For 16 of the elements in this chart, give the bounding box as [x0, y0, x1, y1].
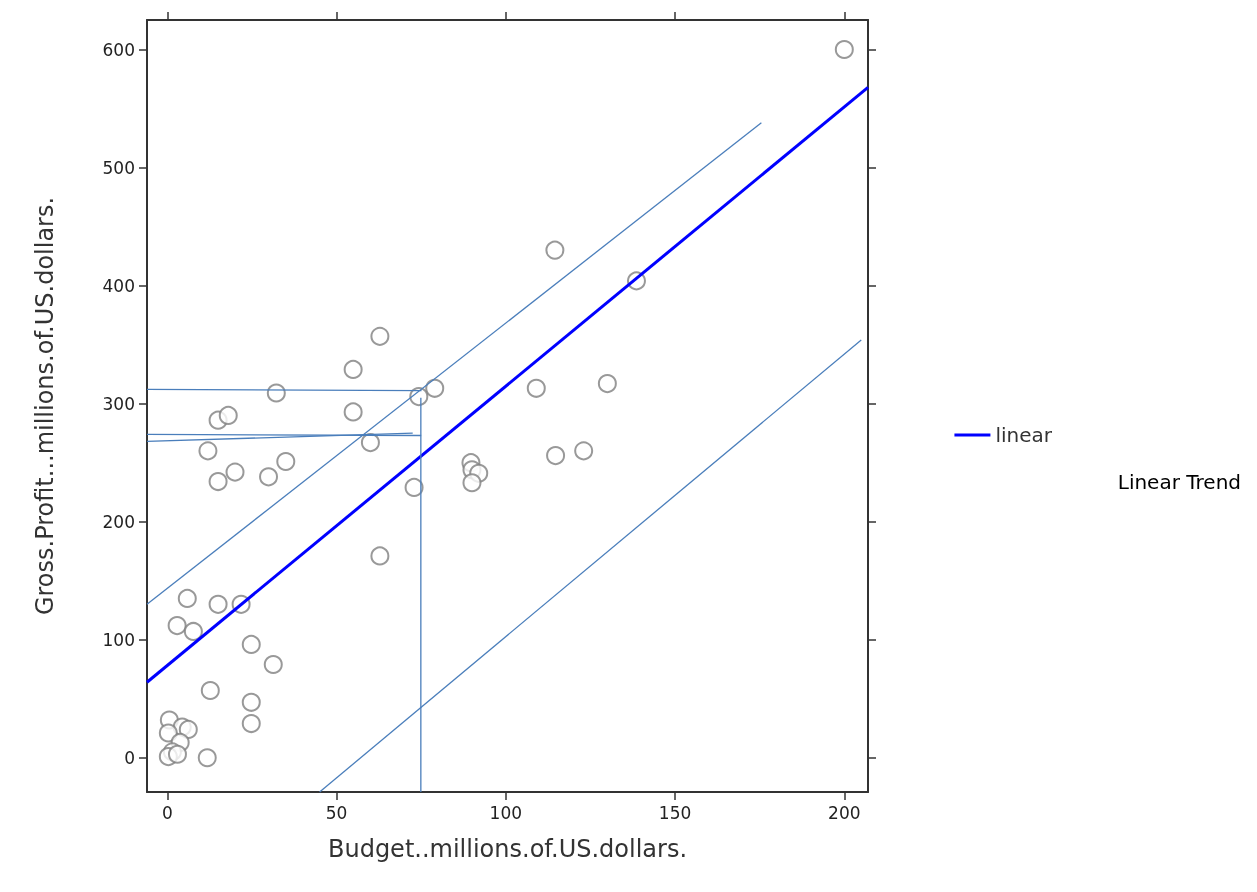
x-tick-label: 50: [325, 802, 348, 823]
y-tick-label: 0: [124, 747, 135, 768]
y-tick-label: 200: [102, 511, 135, 532]
text: Linear Trend: [1117, 470, 1242, 494]
x-tick-label: 200: [828, 802, 861, 823]
x-tick-label: 0: [161, 802, 173, 823]
y-tick-label: 100: [102, 629, 135, 650]
x-tick-label: 100: [489, 802, 523, 823]
y-tick-label: 600: [102, 39, 135, 60]
x-tick-label: 150: [658, 802, 692, 823]
y-tick-label: 300: [102, 393, 135, 414]
x-axis-title: Budget..millions.of.US.dollars.: [327, 835, 688, 863]
y-axis-title: Gross.Profit...millions.of.US.dollars.: [31, 196, 59, 616]
legend-label: linear: [995, 423, 1053, 447]
y-tick-label: 500: [102, 157, 135, 178]
y-tick-label: 400: [102, 275, 135, 296]
